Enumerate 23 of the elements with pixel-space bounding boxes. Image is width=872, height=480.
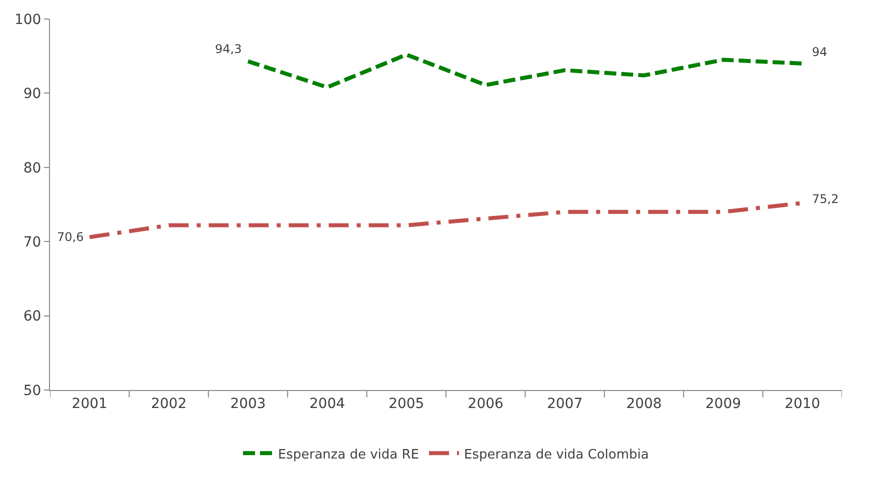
y-tick-label: 70 <box>23 234 42 250</box>
y-tick-label: 90 <box>23 86 42 102</box>
x-tick-label: 2005 <box>388 396 424 412</box>
legend-label: Esperanza de vida RE <box>278 447 419 462</box>
x-tick-label: 2008 <box>626 396 662 412</box>
line-series <box>246 52 804 90</box>
y-tick-label: 80 <box>23 160 42 176</box>
legend-label: Esperanza de vida Colombia <box>464 447 649 462</box>
y-tick-label: 100 <box>14 12 42 28</box>
data-label: 94,3 <box>215 42 242 56</box>
data-label: 94 <box>812 45 828 59</box>
data-label: 70,6 <box>57 230 84 244</box>
y-tick-label: 50 <box>23 382 42 399</box>
x-tick-label: 2001 <box>72 396 108 412</box>
x-tick-label: 2003 <box>230 396 266 412</box>
x-tick-label: 2007 <box>546 396 583 412</box>
x-tick-label: 2002 <box>150 396 187 412</box>
x-tick-label: 2009 <box>705 396 742 412</box>
y-tick-label: 60 <box>23 308 42 325</box>
x-tick-label: 2010 <box>784 396 820 412</box>
x-tick-label: 2006 <box>468 396 504 412</box>
x-tick-label: 2004 <box>309 396 346 412</box>
data-label: 75,2 <box>812 192 839 206</box>
